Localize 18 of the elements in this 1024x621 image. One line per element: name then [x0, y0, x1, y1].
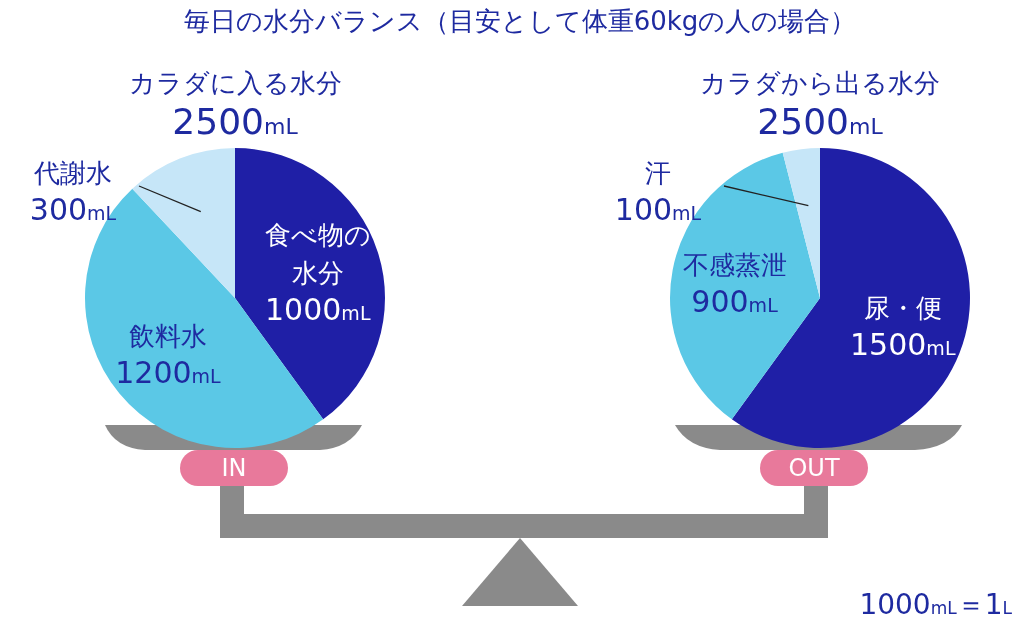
data-label: 1000mL: [265, 292, 371, 328]
text: 2500mL: [172, 101, 299, 142]
text: 毎日の水分バランス（目安として体重60kgの人の場合）: [182, 5, 858, 38]
slice-label: 不感蒸泄: [682, 249, 787, 280]
chart-subtitle: カラダに入る水分: [128, 68, 342, 98]
data-label: 1500mL: [850, 326, 956, 362]
text: 2500mL: [757, 101, 884, 142]
slice-label: 汗: [645, 158, 671, 188]
chart-title: カラダから出る水分: [700, 68, 940, 98]
data-label: 1200mL: [115, 355, 222, 391]
data-label: 900mL: [691, 283, 779, 319]
slice-label: 代謝水: [33, 158, 112, 188]
slice-label: 食べ物の水分: [264, 220, 371, 289]
text: OUT: [760, 450, 868, 486]
text: 1000mL＝1L: [859, 588, 1013, 621]
slice-label: 飲料水: [128, 321, 207, 352]
text: IN: [180, 450, 288, 486]
slice-label: 尿・便: [863, 292, 942, 323]
